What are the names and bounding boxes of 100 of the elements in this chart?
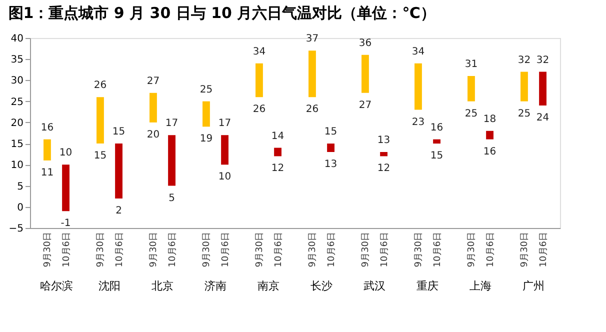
x-tick-label: 沈阳 [98,280,120,292]
annotation: 24 [536,112,550,124]
annotation: 27 [358,100,372,111]
annotation: 15 [94,150,107,162]
text: 10月6日 [114,232,125,268]
text: 9月30日 [202,232,212,268]
annotation: 13 [324,159,338,170]
annotation: 16 [40,122,54,134]
text: 9月30日 [96,232,106,268]
bar [62,164,70,212]
annotation: 32 [536,54,550,66]
annotation: 11 [40,167,54,178]
text: 9月30日 [149,232,160,268]
annotation: 10 [59,148,72,159]
bar [96,97,104,144]
annotation: 10 [218,172,232,183]
annotation: 26 [306,104,319,116]
bar [308,50,316,98]
annotation: 18 [483,114,496,125]
bar [520,72,528,102]
bar [274,148,282,156]
annotation: 26 [94,80,107,92]
text: 10月6日 [274,232,284,268]
annotation: 25 [200,84,213,96]
text: 10月6日 [432,232,443,268]
annotation: 15 [430,150,444,162]
bar [44,139,51,160]
annotation: 31 [464,59,478,70]
bar [202,101,210,127]
x-tick-label: 长沙 [310,280,332,292]
annotation: 36 [358,38,372,49]
text: 9月30日 [361,232,372,268]
x-tick-label: 南京 [258,280,280,292]
text: 9月30日 [467,232,478,268]
x-tick-label: 广州 [522,280,544,292]
annotation: 12 [377,163,390,174]
bar [150,92,157,122]
y-tick-label: 25 [10,96,24,108]
annotation: 15 [324,126,338,138]
bar [486,130,494,140]
bar [327,144,334,152]
text: 10月6日 [62,232,72,268]
text: 10月6日 [220,232,231,268]
bar [168,135,176,186]
annotation: 26 [252,104,266,116]
annotation: 17 [165,118,178,130]
bar [468,76,475,102]
annotation: 19 [200,134,213,145]
text: 9月30日 [414,232,424,268]
text: 10月6日 [538,232,549,268]
annotation: 34 [412,46,425,58]
annotation: 2 [116,205,122,216]
text: 9月30日 [520,232,530,268]
annotation: 17 [218,118,232,130]
y-tick-label: −5 [8,224,24,234]
annotation: 15 [112,126,126,138]
annotation: 23 [412,116,425,128]
bar [256,63,263,98]
x-tick-label: 重庆 [416,280,438,292]
text: 9月30日 [308,232,318,268]
y-tick-label: 40 [10,34,24,44]
chart-title: 图1：重点城市 9 月 30 日与 10 月六日气温对比（单位：℃） [8,4,436,22]
annotation: 34 [252,46,266,58]
text: 9月30日 [255,232,266,268]
y-tick-label: 35 [10,54,24,66]
text: 10月6日 [486,232,496,268]
y-tick-label: 15 [10,139,24,150]
bar [362,54,369,93]
annotation: 16 [483,146,496,158]
annotation: 27 [146,76,160,87]
x-tick-label: 济南 [204,280,226,292]
text: 9月30日 [43,232,54,268]
annotation: 5 [168,192,175,204]
annotation: 20 [146,129,160,140]
bar [380,152,388,156]
y-tick-label: 5 [17,181,24,192]
annotation: 25 [518,108,531,120]
annotation: -1 [60,218,71,230]
bar [221,135,228,165]
annotation: 32 [518,54,531,66]
y-tick-label: 10 [10,160,24,172]
text: 10月6日 [380,232,390,268]
annotation: 12 [271,163,284,174]
y-tick-label: 30 [10,76,24,87]
annotation: 13 [377,135,390,146]
text: 10月6日 [326,232,337,268]
bar [539,72,546,106]
x-tick-label: 上海 [470,280,492,292]
x-tick-label: 北京 [152,280,174,292]
bar [433,139,440,144]
x-tick-label: 哈尔滨 [40,280,73,292]
annotation: 25 [464,108,478,120]
annotation: 37 [306,34,319,45]
x-tick-label: 武汉 [364,280,386,292]
annotation: 14 [271,130,284,142]
text: 10月6日 [168,232,178,268]
bar [115,144,122,198]
annotation: 16 [430,122,444,134]
bar [414,63,422,110]
y-tick-label: 20 [10,118,24,129]
